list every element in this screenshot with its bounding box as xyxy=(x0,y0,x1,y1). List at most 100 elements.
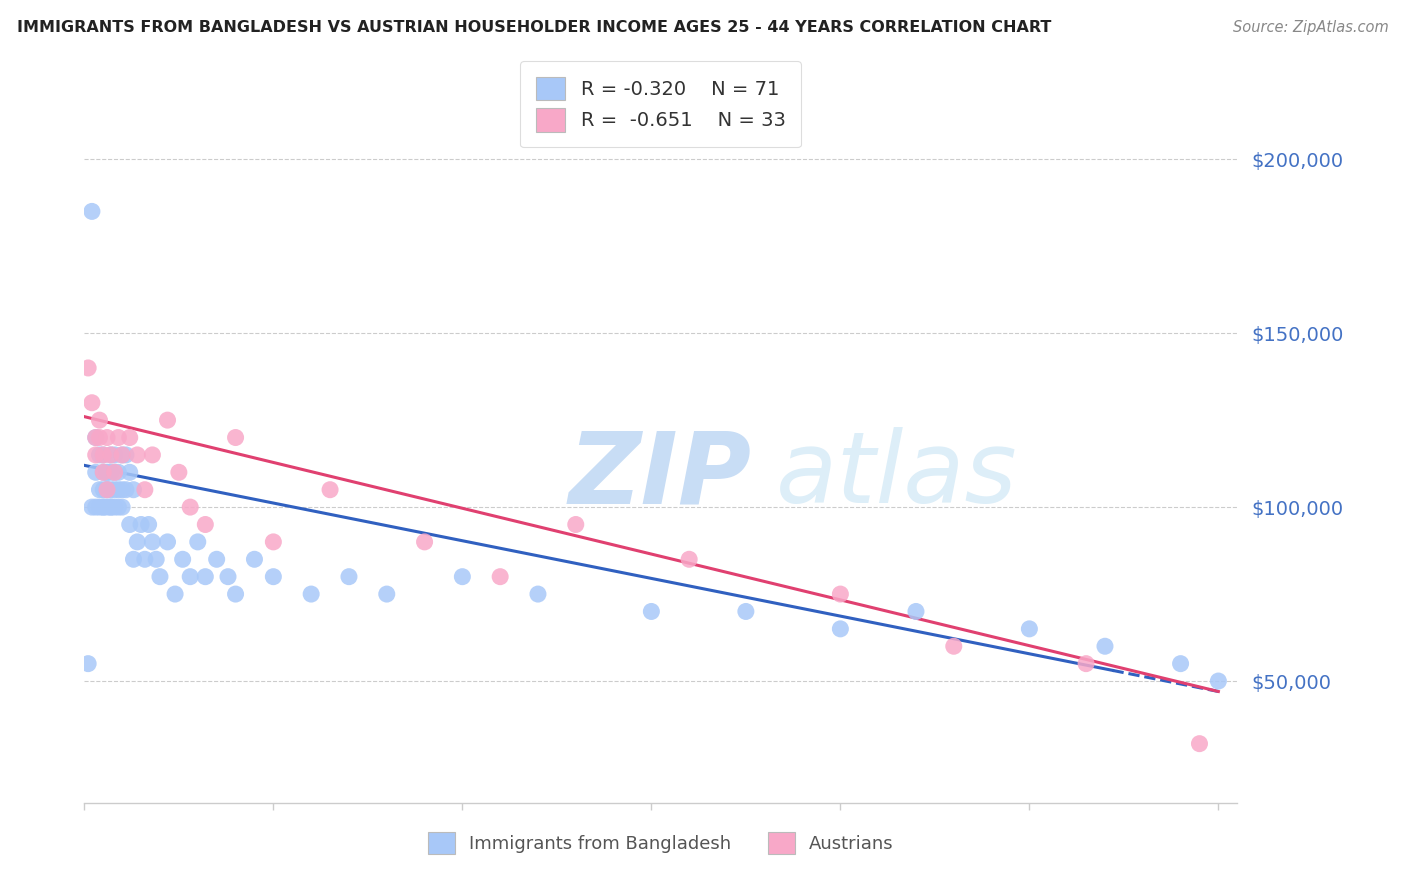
Point xyxy=(1094,639,1116,653)
Point xyxy=(187,534,209,549)
Point xyxy=(115,483,138,497)
Point xyxy=(134,483,156,497)
Point xyxy=(100,448,122,462)
Point xyxy=(565,517,588,532)
Point xyxy=(489,570,512,584)
Point xyxy=(640,605,662,619)
Point xyxy=(134,552,156,566)
Point xyxy=(1018,622,1040,636)
Point xyxy=(111,500,134,514)
Point xyxy=(122,552,145,566)
Point xyxy=(122,483,145,497)
Point xyxy=(104,466,127,480)
Point xyxy=(111,448,134,462)
Point xyxy=(118,517,141,532)
Point xyxy=(80,204,103,219)
Point xyxy=(107,466,129,480)
Point xyxy=(91,466,114,480)
Point xyxy=(217,570,239,584)
Point xyxy=(118,466,141,480)
Point xyxy=(91,500,114,514)
Point xyxy=(80,500,103,514)
Point xyxy=(205,552,228,566)
Point xyxy=(100,500,122,514)
Point xyxy=(100,483,122,497)
Point xyxy=(100,500,122,514)
Point xyxy=(107,500,129,514)
Point xyxy=(179,500,201,514)
Point xyxy=(100,466,122,480)
Point xyxy=(91,466,114,480)
Point xyxy=(149,570,172,584)
Text: atlas: atlas xyxy=(776,427,1018,524)
Point xyxy=(107,430,129,444)
Point xyxy=(104,483,127,497)
Point xyxy=(141,534,163,549)
Point xyxy=(89,500,111,514)
Point xyxy=(734,605,756,619)
Point xyxy=(96,483,118,497)
Point xyxy=(262,534,284,549)
Point xyxy=(830,587,852,601)
Point xyxy=(84,466,107,480)
Point xyxy=(156,534,179,549)
Point xyxy=(91,448,114,462)
Point xyxy=(84,500,107,514)
Point xyxy=(127,448,149,462)
Point xyxy=(319,483,342,497)
Point xyxy=(678,552,700,566)
Point xyxy=(243,552,266,566)
Point xyxy=(194,517,217,532)
Point xyxy=(96,466,118,480)
Point xyxy=(96,466,118,480)
Point xyxy=(451,570,474,584)
Point xyxy=(89,430,111,444)
Point xyxy=(111,483,134,497)
Point xyxy=(299,587,322,601)
Legend: Immigrants from Bangladesh, Austrians: Immigrants from Bangladesh, Austrians xyxy=(419,823,903,863)
Point xyxy=(904,605,927,619)
Point xyxy=(942,639,965,653)
Point xyxy=(91,448,114,462)
Point xyxy=(225,430,247,444)
Point xyxy=(104,500,127,514)
Point xyxy=(96,483,118,497)
Point xyxy=(118,430,141,444)
Point xyxy=(84,430,107,444)
Point xyxy=(1188,737,1211,751)
Point xyxy=(127,534,149,549)
Point xyxy=(104,448,127,462)
Point xyxy=(104,466,127,480)
Point xyxy=(96,483,118,497)
Point xyxy=(167,466,190,480)
Text: IMMIGRANTS FROM BANGLADESH VS AUSTRIAN HOUSEHOLDER INCOME AGES 25 - 44 YEARS COR: IMMIGRANTS FROM BANGLADESH VS AUSTRIAN H… xyxy=(17,20,1052,35)
Point xyxy=(77,657,100,671)
Point xyxy=(80,395,103,409)
Point xyxy=(129,517,152,532)
Point xyxy=(1170,657,1192,671)
Point xyxy=(172,552,194,566)
Point xyxy=(100,448,122,462)
Point xyxy=(96,500,118,514)
Text: Source: ZipAtlas.com: Source: ZipAtlas.com xyxy=(1233,20,1389,35)
Point xyxy=(194,570,217,584)
Point xyxy=(111,448,134,462)
Point xyxy=(145,552,167,566)
Point xyxy=(262,570,284,584)
Point xyxy=(225,587,247,601)
Point xyxy=(1208,674,1230,689)
Point xyxy=(165,587,187,601)
Point xyxy=(115,448,138,462)
Point xyxy=(89,413,111,427)
Point xyxy=(96,430,118,444)
Point xyxy=(77,360,100,375)
Point xyxy=(91,483,114,497)
Point xyxy=(89,483,111,497)
Point xyxy=(141,448,163,462)
Point xyxy=(527,587,550,601)
Point xyxy=(1074,657,1097,671)
Point xyxy=(375,587,398,601)
Point xyxy=(84,430,107,444)
Point xyxy=(91,500,114,514)
Text: ZIP: ZIP xyxy=(568,427,752,524)
